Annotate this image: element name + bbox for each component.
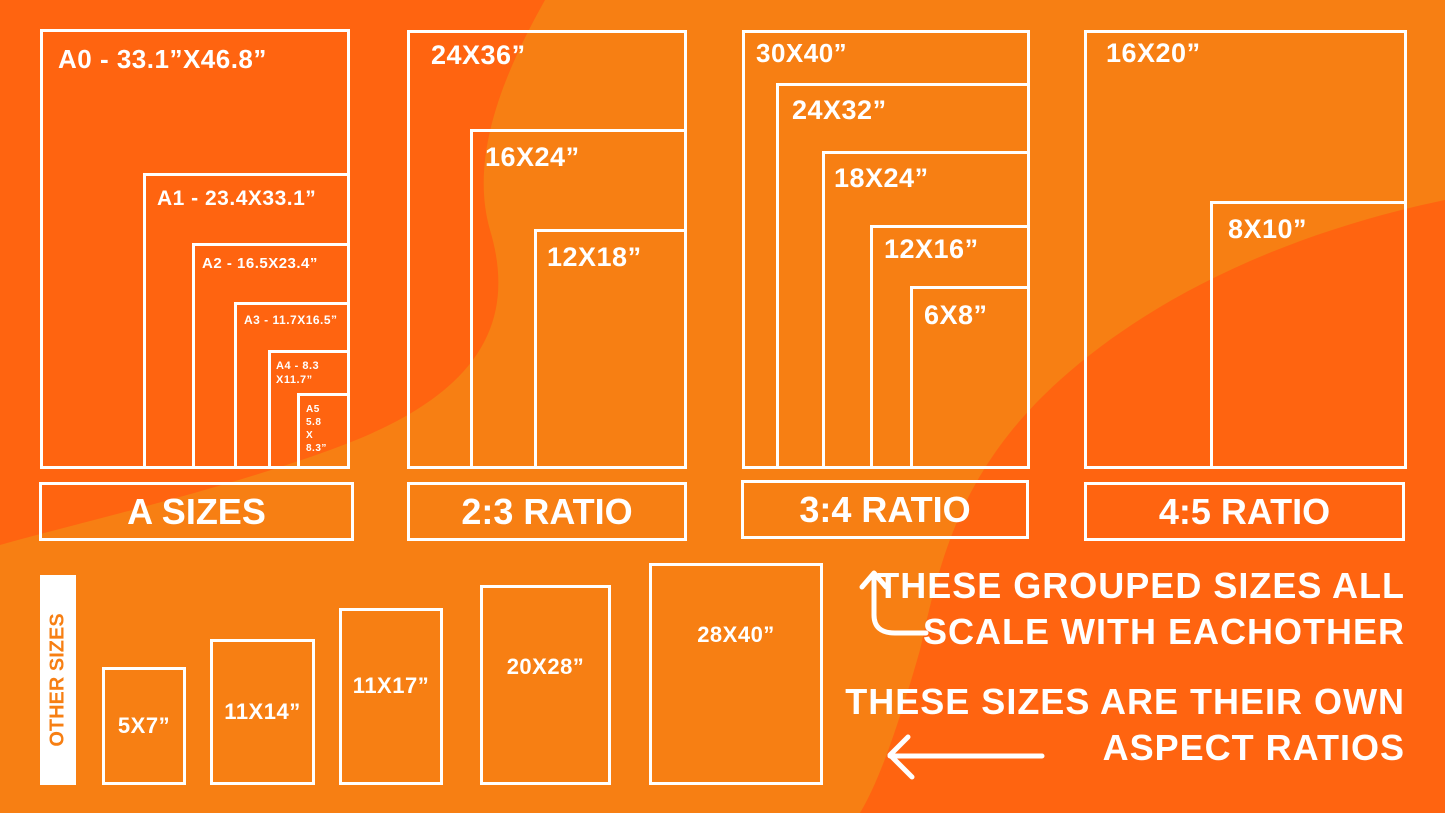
label-12x16: 12X16” [884, 234, 979, 264]
a5-label-line3: X [306, 430, 314, 441]
a1-label: A1 - 23.4X33.1” [157, 187, 317, 210]
a2-label: A2 - 16.5X23.4” [202, 255, 318, 272]
ratio-4-5-caption: 4:5 RATIO [1084, 482, 1405, 541]
other-sizes-text: OTHER SIZES [46, 613, 69, 747]
a5-label-line4: 8.3” [306, 443, 327, 454]
other-sizes-caption: OTHER SIZES [40, 575, 76, 785]
a5-box [297, 393, 350, 469]
label-24x32: 24X32” [792, 95, 887, 125]
a0-label: A0 - 33.1”X46.8” [58, 44, 267, 74]
arrow-left-icon [887, 734, 1045, 780]
label-6x8: 6X8” [924, 300, 988, 330]
label-30x40: 30X40” [756, 38, 848, 68]
label-18x24: 18X24” [834, 163, 929, 193]
a3-label: A3 - 11.7X16.5” [244, 313, 338, 327]
box-8x10 [1210, 201, 1407, 469]
own-ratio-note: THESE SIZES ARE THEIR OWN ASPECT RATIOS [845, 679, 1405, 771]
a4-label-line2: X11.7” [276, 374, 313, 386]
ratio-3-4-caption: 3:4 RATIO [741, 480, 1029, 539]
arrows [859, 570, 1045, 780]
label-16x20: 16X20” [1106, 38, 1201, 68]
a4-label-line1: A4 - 8.3 [276, 360, 320, 372]
label-8x10: 8X10” [1228, 214, 1308, 244]
arrow-up-curved-icon [859, 570, 929, 636]
a5-label: A5 5.8 X 8.3” [306, 403, 327, 455]
a5-label-line1: A5 [306, 404, 320, 415]
own-note-line2: ASPECT RATIOS [1102, 727, 1405, 768]
box-5x7: 5X7” [102, 667, 186, 785]
box-11x14: 11X14” [210, 639, 315, 785]
box-20x28: 20X28” [480, 585, 611, 785]
grouped-note-line1: THESE GROUPED SIZES ALL [877, 565, 1405, 606]
grouped-sizes-note: THESE GROUPED SIZES ALL SCALE WITH EACHO… [877, 563, 1405, 655]
label-28x40: 28X40” [697, 622, 775, 647]
box-12x18 [534, 229, 687, 469]
box-6x8 [910, 286, 1030, 469]
box-28x40: 28X40” [649, 563, 823, 785]
grouped-note-line2: SCALE WITH EACHOTHER [923, 611, 1405, 652]
box-11x17: 11X17” [339, 608, 443, 785]
label-11x17: 11X17” [352, 673, 430, 698]
label-20x28: 20X28” [506, 654, 585, 679]
a-sizes-caption: A SIZES [39, 482, 354, 541]
label-5x7: 5X7” [117, 713, 171, 738]
label-11x14: 11X14” [224, 699, 301, 724]
label-24x36: 24X36” [431, 40, 526, 70]
label-12x18: 12X18” [547, 242, 642, 272]
label-16x24: 16X24” [485, 142, 580, 172]
a4-label: A4 - 8.3 X11.7” [276, 359, 319, 387]
own-note-line1: THESE SIZES ARE THEIR OWN [845, 681, 1405, 722]
ratio-2-3-caption: 2:3 RATIO [407, 482, 687, 541]
a5-label-line2: 5.8 [306, 417, 322, 428]
